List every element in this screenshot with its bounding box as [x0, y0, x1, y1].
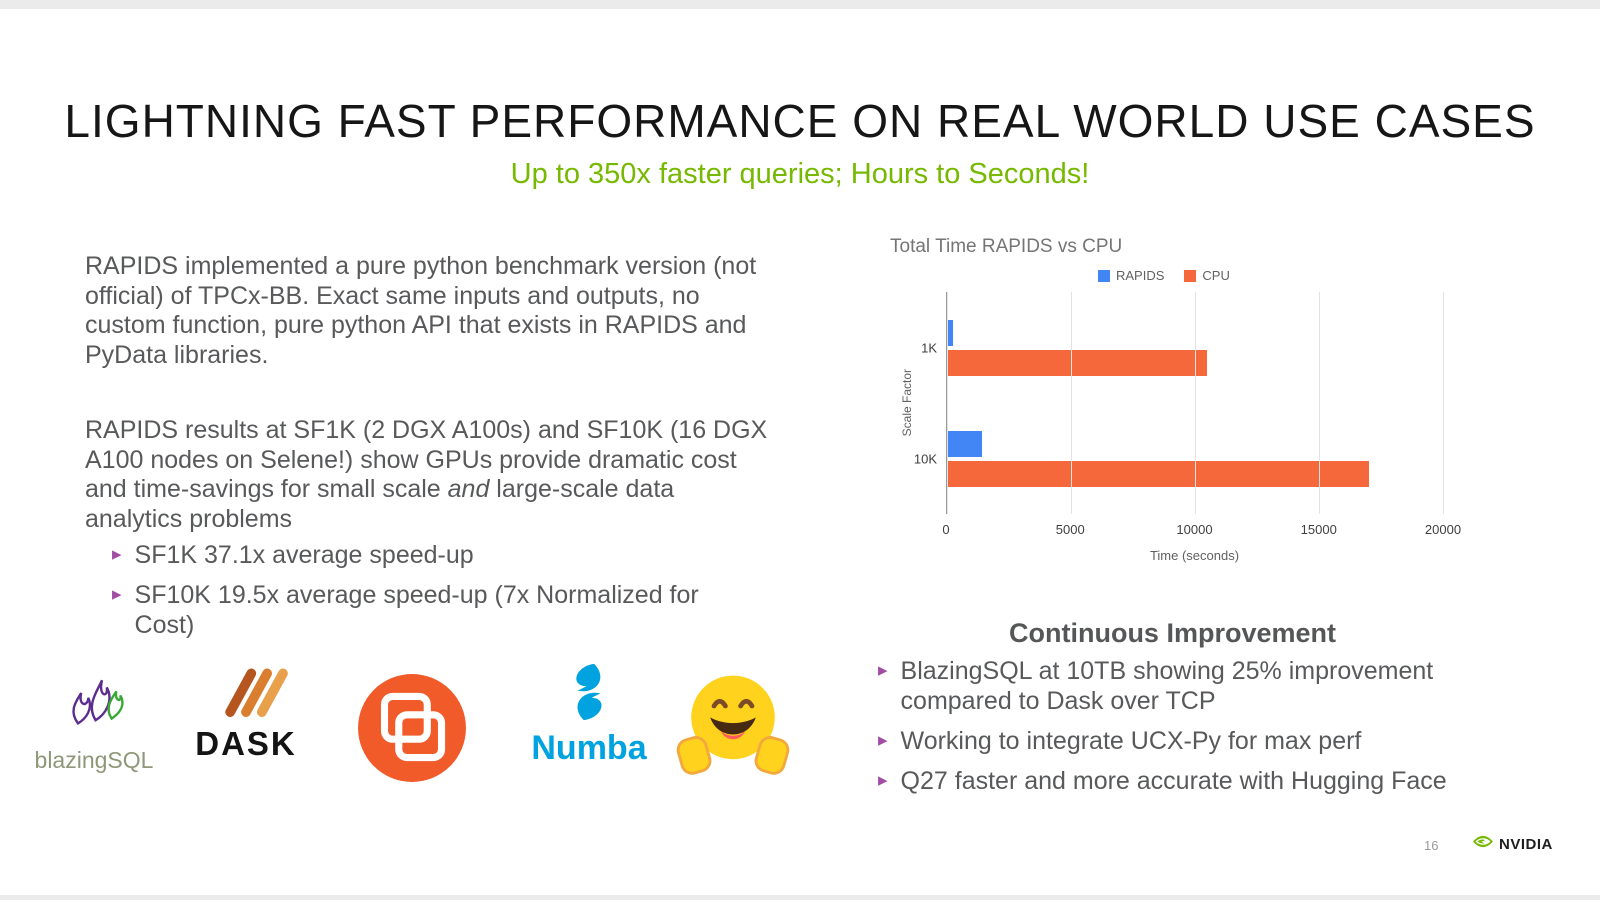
nvidia-logo: NVIDIA [1472, 834, 1553, 854]
dask-label: DASK [195, 725, 297, 762]
x-tick-label: 15000 [1300, 522, 1337, 537]
legend-swatch [1184, 269, 1197, 282]
x-tick-label: 5000 [1055, 522, 1085, 537]
bullet-text: Q27 faster and more accurate with Huggin… [900, 767, 1447, 795]
x-tick-label: 20000 [1424, 522, 1462, 537]
numba-label: Numba [531, 729, 647, 767]
bullet-item: ▸ BlazingSQL at 10TB showing 25% improvem… [878, 656, 1508, 716]
chart-plot: 1K 10K [914, 292, 1444, 514]
bullet-text: Working to integrate UCX-Py for max perf [900, 727, 1362, 755]
numba-swirl-icon [557, 660, 621, 729]
legend-item-rapids: RAPIDS [1098, 268, 1164, 283]
paragraph2-italic-and: and [447, 475, 490, 503]
blazingsql-flame-icon [54, 660, 134, 747]
top-edge-strip [0, 0, 1600, 9]
bullet-item: ▸ SF1K 37.1x average speed-up [112, 540, 732, 570]
blazingsql-logo: blazingSQL [24, 660, 164, 774]
x-tick-label: 0 [942, 522, 950, 537]
bar-rapids-1k [947, 319, 954, 346]
slide-subtitle: Up to 350x faster queries; Hours to Seco… [510, 158, 1090, 190]
blazingsql-label: blazingSQL [34, 747, 154, 773]
right-bullet-list: ▸ BlazingSQL at 10TB showing 25% improvem… [878, 656, 1508, 806]
gridline [947, 292, 948, 514]
x-tick-label: 10000 [1176, 522, 1213, 537]
numba-logo: Numba [522, 660, 656, 768]
left-paragraph-2: RAPIDS results at SF1K (2 DGX A100s) and… [85, 416, 775, 534]
legend-label: RAPIDS [1116, 268, 1165, 283]
overlapping-squares-icon [356, 672, 468, 789]
bullet-arrow-icon: ▸ [878, 660, 888, 681]
gridline [1195, 292, 1196, 514]
dask-leaves-icon [202, 664, 290, 723]
category-label: 1K [921, 340, 937, 355]
bar-group-10k: 10K [914, 403, 1443, 514]
chart-xlabel: Time (seconds) [1149, 548, 1240, 563]
chart-ylabel: Scale Factor [900, 369, 914, 437]
legend-label: CPU [1202, 268, 1230, 283]
bullet-text: SF10K 19.5x average speed-up (7x Normali… [134, 581, 699, 639]
legend-swatch [1098, 269, 1110, 282]
bar-cpu-10k [947, 460, 1369, 487]
bottom-edge-strip [0, 895, 1600, 900]
orange-circle-squares-logo [356, 672, 468, 789]
bullet-item: ▸ Working to integrate UCX-Py for max per… [878, 726, 1508, 756]
hugging-face-logo [676, 668, 790, 787]
chart-total-time: Total Time RAPIDS vs CPU RAPIDS CPU Scale… [880, 228, 1465, 578]
bullet-arrow-icon: ▸ [878, 770, 888, 791]
bullet-text: SF1K 37.1x average speed-up [134, 541, 474, 569]
bullet-text: BlazingSQL at 10TB showing 25% improveme… [900, 657, 1434, 715]
bar-rapids-10k [947, 430, 982, 457]
gridline [1443, 292, 1444, 514]
nvidia-eye-icon [1472, 834, 1494, 854]
nvidia-wordmark: NVIDIA [1499, 835, 1553, 853]
left-bullet-list: ▸ SF1K 37.1x average speed-up ▸ SF10K 19.5… [112, 540, 732, 650]
bullet-item: ▸ Q27 faster and more accurate with Huggi… [878, 766, 1508, 796]
chart-legend: RAPIDS CPU [1098, 268, 1230, 283]
chart-xticks: 0 5000 10000 15000 20000 [942, 522, 1461, 540]
legend-item-cpu: CPU [1184, 268, 1230, 283]
chart-title: Total Time RAPIDS vs CPU [890, 236, 1123, 257]
page-number: 16 [1424, 838, 1439, 853]
slide-title: LIGHTNING FAST PERFORMANCE ON REAL WORLD… [64, 95, 1536, 147]
paragraph2-pre: RAPIDS results at SF1K (2 DGX A100s) and… [85, 416, 768, 503]
bar-cpu-1k [947, 349, 1208, 376]
bullet-item: ▸ SF10K 19.5x average speed-up (7x Normal… [112, 580, 732, 640]
paragraph2-post: large-scale data analytics problems [85, 475, 675, 533]
category-label: 10K [913, 451, 937, 466]
left-paragraph-1: RAPIDS implemented a pure python benchma… [85, 252, 757, 369]
bullet-arrow-icon: ▸ [112, 544, 122, 565]
chart-groups: 1K 10K [914, 292, 1443, 514]
hugging-face-emoji-icon [676, 668, 790, 787]
bullet-arrow-icon: ▸ [878, 730, 888, 751]
bar-group-1k: 1K [921, 292, 1443, 403]
dask-logo: DASK [186, 664, 306, 763]
gridline [1319, 292, 1320, 514]
bullet-arrow-icon: ▸ [112, 584, 122, 605]
gridline [1071, 292, 1072, 514]
continuous-improvement-heading: Continuous Improvement [1008, 618, 1336, 648]
